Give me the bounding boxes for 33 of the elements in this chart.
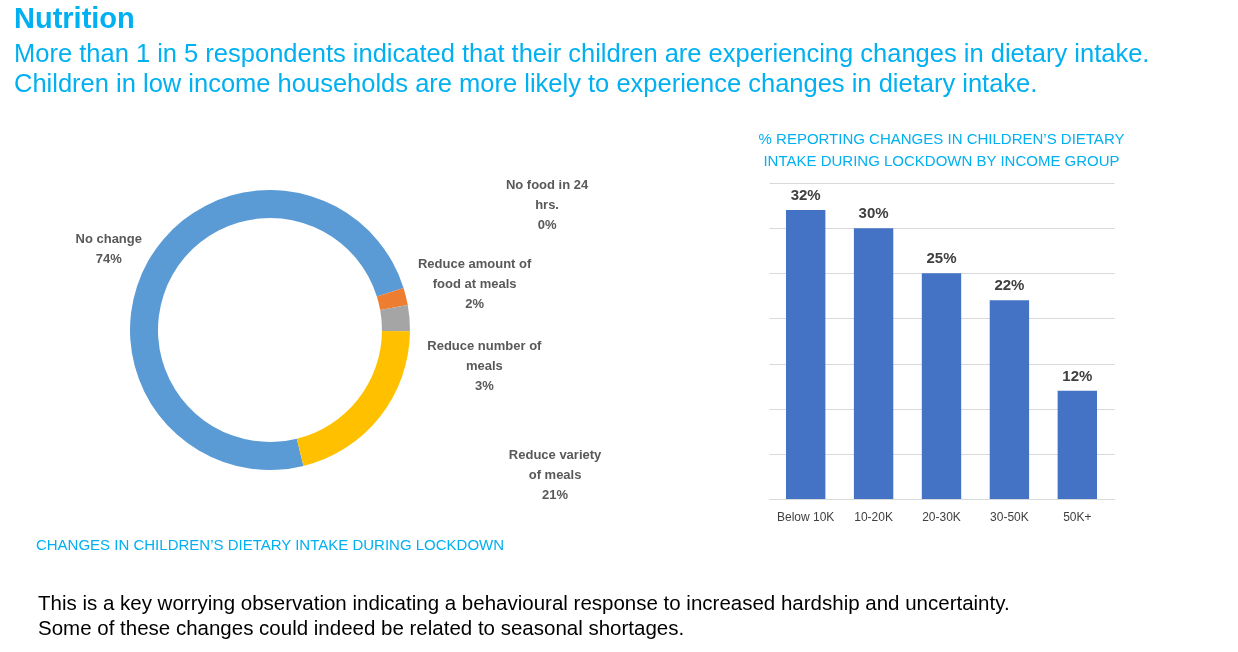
chart-title: % REPORTING CHANGES IN CHILDREN’S DIETARY INTAKE DURING LOCKDOWN BY INCOME GROUP: [758, 130, 1125, 169]
data-label: 12%: [1062, 366, 1093, 384]
slice-label: Reduce variety of meals: [508, 446, 603, 482]
text: CHANGES IN CHILDREN’S DIETARY INTAKE DURING LOCKDOWN: [35, 536, 505, 553]
x-tick-label: Below 10K: [776, 509, 835, 524]
data-label: 25%: [926, 249, 957, 267]
data-label: 2%: [465, 295, 485, 311]
slice-label: Reduce amount of food at meals: [417, 255, 532, 291]
slice-label: Reduce number of meals: [427, 338, 543, 374]
data-label: 30%: [858, 204, 889, 222]
text: 0%: [537, 217, 557, 233]
donut-slice: [380, 305, 410, 332]
x-tick-label: 50K+: [1063, 509, 1092, 524]
data-label: 22%: [994, 276, 1025, 294]
donut-slice: [376, 288, 408, 311]
data-label: 3%: [474, 378, 495, 394]
slice-label: No change: [75, 231, 142, 247]
bar: [853, 228, 894, 499]
text: Nutrition: [14, 2, 135, 35]
bar: [1057, 390, 1098, 499]
category-label: No food in 24 hrs.: [505, 177, 589, 213]
data-label: 32%: [790, 186, 821, 204]
data-label: 21%: [542, 486, 569, 502]
x-tick-label: 10-20K: [854, 509, 893, 524]
bar: [921, 273, 962, 499]
x-tick-label: 20-30K: [922, 509, 961, 524]
donut-slice: [296, 331, 410, 466]
text: This is a key worrying observation indicating a behavioural response to increased hardship and uncertainty. Some of these changes could indeed be related to seasonal shortages.: [38, 590, 1011, 640]
x-tick-label: 30-50K: [990, 509, 1029, 524]
text: More than 1 in 5 respondents indicated that their children are experiencing changes in dietary intake. Children in low income households are more likely to experience changes in dietary intake.: [14, 38, 1151, 98]
bar: [989, 300, 1030, 499]
bar: [785, 210, 826, 499]
data-label: 74%: [95, 251, 123, 267]
